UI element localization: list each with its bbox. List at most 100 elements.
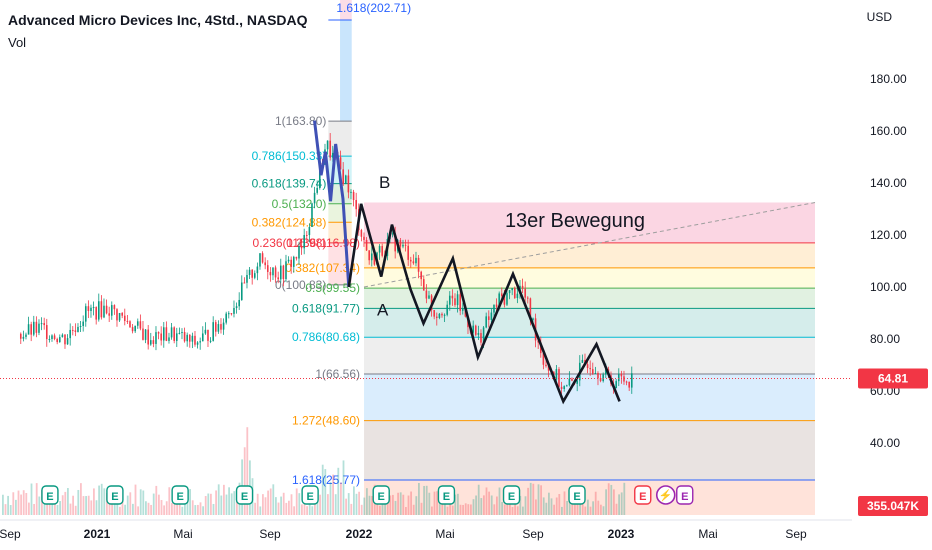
candle-body (181, 332, 183, 334)
volume-bar (428, 492, 431, 515)
volume-bar (108, 498, 111, 515)
volume-bar (584, 506, 587, 515)
volume-bar (592, 501, 594, 515)
volume-bar (51, 503, 54, 515)
candle-body (168, 337, 170, 341)
volume-bar (537, 484, 540, 515)
candle-body (264, 262, 266, 266)
candle-body (487, 316, 490, 320)
candle-body (368, 250, 370, 261)
volume-bar (191, 500, 194, 515)
y-tick-label: 140.00 (870, 176, 907, 190)
volume-bar (230, 493, 233, 515)
volume-bar (87, 495, 90, 515)
currency-label: USD (866, 10, 892, 24)
candle-body (409, 259, 412, 262)
candle-body (558, 369, 560, 387)
fib-right-zone (364, 267, 815, 289)
candle-body (279, 265, 282, 280)
candle-body (134, 325, 136, 332)
volume-bar (233, 491, 236, 515)
candle-body (503, 296, 506, 305)
volume-bar (321, 464, 324, 515)
volume-bar (483, 495, 485, 515)
volume-bar (488, 491, 490, 515)
fib-right-level-label: 0.618(91.77) (292, 301, 360, 315)
volume-bar (340, 482, 342, 515)
volume-bar (594, 491, 597, 515)
candle-body (100, 301, 103, 318)
candle-body (225, 313, 227, 323)
volume-bar (477, 484, 480, 515)
time-axis (0, 520, 852, 550)
candle-body (617, 373, 620, 382)
volume-bar (67, 488, 69, 515)
candle-body (233, 308, 235, 314)
candle-body (446, 304, 448, 315)
candle-body (313, 192, 316, 204)
volume-bar (163, 505, 165, 515)
candle-body (604, 369, 607, 375)
candle-body (248, 269, 251, 275)
earnings-marker-box (171, 485, 189, 505)
volume-bar (194, 505, 197, 515)
earnings-marker-box-next (676, 485, 694, 505)
candle-body (77, 326, 79, 332)
volume-bar (69, 503, 72, 515)
volume-bar (212, 503, 215, 515)
volume-bar (210, 493, 212, 515)
candle-body (591, 369, 594, 374)
candle-body (66, 338, 69, 345)
candle-body (43, 323, 45, 326)
volume-bar (436, 491, 438, 515)
volume-bar (589, 506, 592, 515)
candle-body (373, 253, 376, 265)
volume-bar (282, 492, 285, 515)
candle-body (318, 162, 321, 188)
volume-bar (280, 496, 282, 515)
volume-bar (558, 494, 561, 515)
volume-bar (142, 490, 145, 515)
volume-bar (462, 504, 464, 515)
volume-bar (519, 495, 522, 515)
candle-body (602, 374, 604, 382)
candle-body (196, 342, 199, 345)
candle-body (212, 322, 214, 341)
fib-left-level-label: 1.618(202.71) (336, 1, 411, 15)
candle-body (441, 313, 443, 316)
candle-body (563, 386, 565, 389)
candle-body (113, 305, 116, 310)
volume-bar (431, 506, 433, 515)
candle-body (399, 240, 402, 247)
fib-right-level-label: 0.5(99.55) (305, 281, 360, 295)
candle-body (139, 321, 142, 329)
y-tick-label: 120.00 (870, 228, 907, 242)
volume-label: Vol (8, 35, 27, 50)
volume-bar (275, 497, 277, 515)
volume-bar (168, 487, 171, 515)
candle-body (365, 239, 368, 251)
candle-body (620, 373, 623, 377)
volume-bar (72, 495, 74, 515)
candle-body (500, 293, 503, 297)
earnings-marker-label: E (241, 491, 248, 503)
volume-bar (535, 499, 537, 515)
fib-right-zone (364, 373, 815, 421)
volume-bar (33, 503, 35, 515)
volume-bar (379, 505, 381, 515)
volume-bar (371, 495, 373, 515)
volume-bar (202, 506, 204, 515)
volume-bar (259, 506, 262, 515)
candle-body (201, 333, 204, 342)
earnings-marker-label: E (111, 491, 118, 503)
volume-bar (254, 502, 256, 515)
volume-bar (454, 494, 457, 515)
volume-bar (306, 506, 308, 515)
fib-right-level-label: 1(66.56) (315, 367, 360, 381)
earnings-marker-box (372, 485, 390, 505)
volume-bar (56, 505, 59, 515)
volume-bar (132, 503, 134, 515)
candle-body (240, 282, 243, 300)
candle-body (493, 304, 495, 313)
